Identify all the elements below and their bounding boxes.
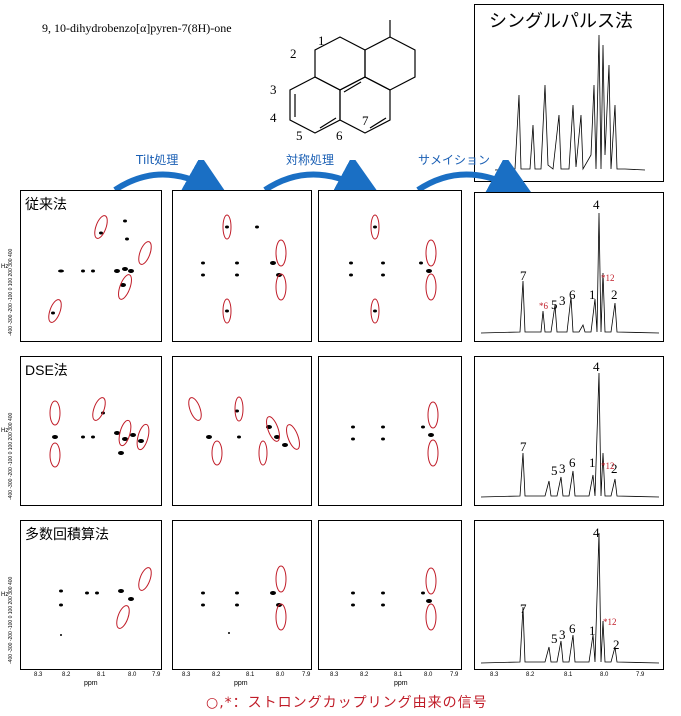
- peak-label-5-row2: 5: [551, 463, 558, 478]
- structure-label-3: 3: [270, 82, 277, 97]
- x-tick-p1-8.0: 8.0: [128, 672, 137, 678]
- x-tick-p3-8.2: 8.2: [360, 672, 369, 678]
- x-tick-p2-8.1: 8.1: [246, 672, 255, 678]
- ppm-label-p2: ppm: [234, 680, 248, 687]
- y-unit-row2: Hz: [1, 428, 9, 434]
- peak-label-2-row2: 2: [611, 461, 618, 476]
- x-tick-p4-8.3: 8.3: [490, 672, 499, 678]
- x-tick-p1-8.1: 8.1: [97, 672, 106, 678]
- panel-row1-col3: [318, 190, 462, 342]
- peak-label-6-row3: 6: [569, 621, 576, 636]
- peak-label-3-row3: 3: [559, 627, 566, 642]
- peak-label-3-row2: 3: [559, 461, 566, 476]
- arrow-label-summation: サメイション: [418, 153, 491, 167]
- structure-label-4: 4: [270, 110, 277, 125]
- panel-row3-col1: 多数回積算法: [20, 520, 162, 670]
- panel-row2-col1: DSE法: [20, 356, 162, 506]
- x-tick-p3-8.0: 8.0: [424, 672, 433, 678]
- x-tick-p1-8.2: 8.2: [62, 672, 71, 678]
- peak-label-5-row3: 5: [551, 631, 558, 646]
- peak-label-6-row2: 6: [569, 455, 576, 470]
- peak-label-7-row3: 7: [520, 601, 527, 616]
- panel-row2-col3: [318, 356, 462, 506]
- peak-label-2-row1: 2: [611, 287, 618, 302]
- peak-label-1-row3: 1: [589, 623, 596, 638]
- ppm-label-p3: ppm: [394, 680, 408, 687]
- star-label-12-row3: *12: [603, 617, 617, 627]
- peak-label-5-row1: 5: [551, 297, 558, 312]
- structure-label-1: 1: [318, 33, 325, 48]
- y-axis-row3: -400 -300 -200 -100 0 100 200 300 400: [8, 576, 14, 664]
- x-tick-p3-8.3: 8.3: [330, 672, 339, 678]
- molecular-structure: [289, 20, 416, 134]
- y-axis-row2: -400 -300 -200 -100 0 100 200 300 400: [8, 412, 14, 500]
- panel-row3-spectrum: 7 5 3 6 1 4 2 *12: [474, 520, 664, 670]
- peak-label-1-row2: 1: [589, 455, 596, 470]
- peak-label-1-row1: 1: [589, 287, 596, 302]
- row-label-conventional: 従来法: [25, 196, 67, 212]
- x-tick-p4-7.9: 7.9: [636, 672, 645, 678]
- compound-name: 9, 10-dihydrobenzo[α]pyren-7(8H)-one: [42, 21, 232, 35]
- peak-label-2-row3: 2: [613, 637, 620, 652]
- structure-label-6: 6: [336, 128, 343, 143]
- panel-row2-spectrum: 7 5 3 6 1 4 2 *12: [474, 356, 664, 506]
- row-label-dse: DSE法: [25, 362, 68, 378]
- arrow-label-tilt: Tilt処理: [136, 153, 179, 167]
- process-arrows: [113, 160, 537, 200]
- peak-label-6-row1: 6: [569, 287, 576, 302]
- panel-row1-col1: 従来法: [20, 190, 162, 342]
- y-unit-row1: Hz: [1, 264, 9, 270]
- x-tick-p1-7.9: 7.9: [152, 672, 161, 678]
- star-label-12-row2: *12: [601, 461, 615, 471]
- x-tick-p2-7.9: 7.9: [302, 672, 311, 678]
- x-tick-p4-8.2: 8.2: [526, 672, 535, 678]
- panel-row1-spectrum: 7 5 3 6 1 4 2 *6 *12: [474, 192, 664, 342]
- peak-label-4-row2: 4: [593, 359, 600, 374]
- arrow-label-symmetrize: 対称処理: [286, 153, 335, 167]
- x-tick-p3-8.1: 8.1: [394, 672, 403, 678]
- row-label-multi-scan: 多数回積算法: [25, 526, 109, 542]
- star-label-12-row1: *12: [601, 273, 615, 283]
- peak-label-3-row1: 3: [559, 293, 566, 308]
- single-pulse-title: シングルパルス法: [489, 11, 633, 32]
- structure-label-5: 5: [296, 128, 303, 143]
- x-tick-p3-7.9: 7.9: [450, 672, 459, 678]
- panel-row3-col3: [318, 520, 462, 670]
- single-pulse-panel: シングルパルス法: [474, 4, 664, 182]
- peak-label-4-row1: 4: [593, 197, 600, 212]
- ppm-label-p1: ppm: [84, 680, 98, 687]
- panel-row1-col2: [172, 190, 312, 342]
- panel-row3-col2: [172, 520, 312, 670]
- peak-label-7-row1: 7: [520, 268, 527, 283]
- x-tick-p2-8.3: 8.3: [182, 672, 191, 678]
- x-tick-p4-8.1: 8.1: [564, 672, 573, 678]
- y-unit-row3: Hz: [1, 592, 9, 598]
- footer-note: ○,*：ストロングカップリング由来の信号: [206, 695, 488, 711]
- x-tick-p1-8.3: 8.3: [34, 672, 43, 678]
- structure-label-7: 7: [362, 113, 369, 128]
- star-label-6: *6: [539, 301, 548, 311]
- peak-label-7-row2: 7: [520, 439, 527, 454]
- x-tick-p4-8.0: 8.0: [600, 672, 609, 678]
- panel-row2-col2: [172, 356, 312, 506]
- x-tick-p2-8.0: 8.0: [276, 672, 285, 678]
- y-axis-row1: -400 -300 -200 -100 0 100 200 300 400: [8, 248, 14, 336]
- peak-label-4-row3: 4: [593, 525, 600, 540]
- structure-label-2: 2: [290, 46, 297, 61]
- x-tick-p2-8.2: 8.2: [212, 672, 221, 678]
